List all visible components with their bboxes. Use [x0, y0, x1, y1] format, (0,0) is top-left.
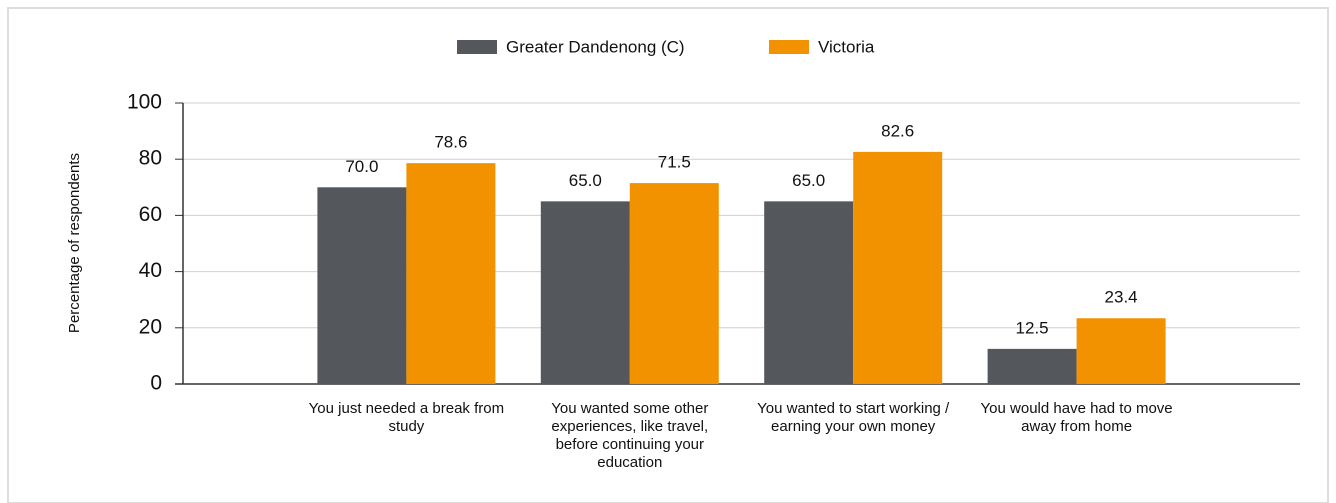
- data-label: 78.6: [434, 133, 467, 152]
- data-label: 65.0: [569, 171, 602, 190]
- frame: [7, 7, 1329, 503]
- data-label: 71.5: [658, 153, 691, 172]
- legend-swatch: [769, 40, 809, 54]
- data-label: 65.0: [792, 171, 825, 190]
- y-tick-label: 40: [139, 259, 162, 282]
- y-tick-label: 100: [127, 91, 162, 114]
- data-label: 23.4: [1105, 288, 1138, 307]
- x-tick-label: You wanted to start working / earning yo…: [757, 400, 950, 435]
- y-tick-label: 20: [139, 315, 162, 338]
- bar: [987, 348, 1077, 384]
- x-tick-label: You wanted some other experiences, like …: [551, 400, 709, 471]
- bar: [317, 187, 407, 384]
- y-axis-label: Percentage of respondents: [66, 153, 83, 333]
- bar: [1076, 318, 1166, 384]
- y-tick-label: 60: [139, 203, 162, 226]
- bar: [629, 183, 719, 384]
- bar: [853, 151, 943, 384]
- bar: [764, 201, 854, 384]
- bar: [406, 163, 496, 384]
- legend-swatch: [457, 40, 497, 54]
- data-label: 12.5: [1016, 318, 1049, 337]
- legend-label: Victoria: [818, 37, 875, 56]
- y-tick-label: 0: [150, 372, 162, 395]
- x-tick-label: You just needed a break from study: [308, 400, 505, 435]
- data-label: 82.6: [881, 121, 914, 140]
- x-tick-label: You would have had to move away from hom…: [980, 400, 1173, 435]
- legend-label: Greater Dandenong (C): [506, 37, 685, 56]
- y-tick-label: 80: [139, 147, 162, 170]
- data-label: 70.0: [345, 157, 378, 176]
- bar: [540, 201, 630, 384]
